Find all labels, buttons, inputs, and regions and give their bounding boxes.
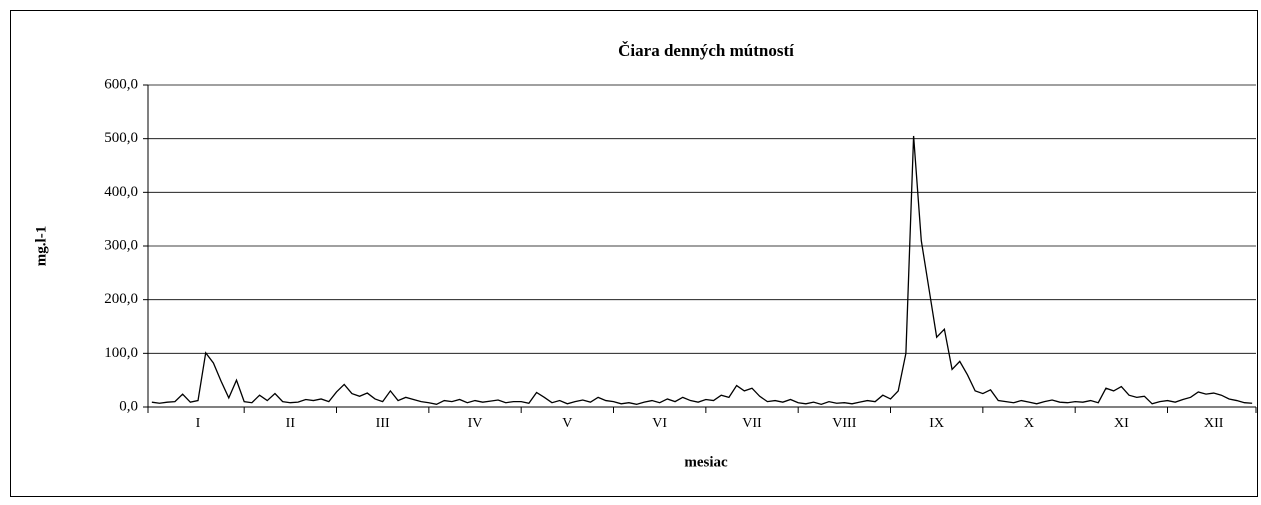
y-tick-label: 500,0 [104,130,138,146]
y-tick-label: 200,0 [104,291,138,307]
x-tick-label: X [1024,416,1034,431]
chart-border [10,10,1258,497]
chart-title: Čiara denných mútností [618,41,794,60]
data-line [151,135,1253,406]
x-tick-label: VI [652,416,667,431]
x-tick-label: VIII [832,416,856,431]
y-axis-title: mg.l-1 [33,226,49,266]
x-tick-label: III [376,416,390,431]
x-tick-label: II [286,416,296,431]
y-tick-label: 0,0 [119,398,138,414]
y-tick-label: 600,0 [104,76,138,92]
y-tick-label: 300,0 [104,237,138,253]
y-tick-label: 100,0 [104,345,138,361]
x-tick-label: XII [1204,416,1224,431]
x-tick-label: I [196,416,201,431]
x-tick-label: XI [1114,416,1129,431]
x-tick-label: VII [742,416,762,431]
y-tick-label: 400,0 [104,184,138,200]
x-tick-label: V [562,416,572,431]
x-tick-label: IV [468,416,483,431]
x-axis-title: mesiac [684,454,728,470]
x-tick-label: IX [929,416,944,431]
